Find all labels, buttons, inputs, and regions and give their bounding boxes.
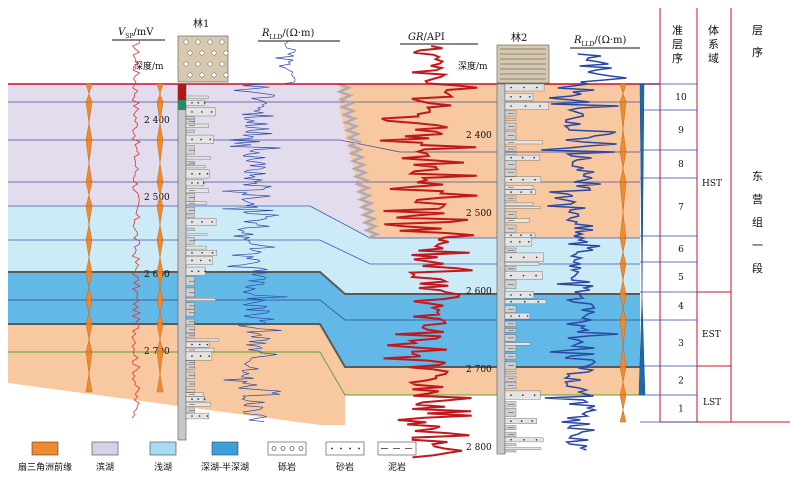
well2-lithology-column — [496, 83, 549, 455]
depth-tick: 2 700 — [466, 365, 492, 375]
cycle-header: 序 — [672, 51, 683, 65]
legend-label: 砂岩 — [336, 461, 354, 473]
table-headers: 准 层 序 体 系 域 层 序 — [672, 23, 763, 65]
tract-header: 系 — [708, 38, 719, 51]
cycle-number: 4 — [678, 302, 684, 312]
legend-item: 砂岩 — [325, 441, 365, 473]
band-fan-delta-lower — [8, 324, 640, 425]
vsp-header: VSP/mV — [118, 27, 154, 40]
legend-item: 扇三角洲前缘 — [18, 441, 72, 473]
depth-tick: 2 400 — [466, 131, 492, 141]
stratigraphy-table — [640, 8, 790, 423]
sequence-char: 段 — [752, 261, 763, 275]
log-curves — [131, 39, 627, 459]
band-deep-lake — [8, 272, 640, 367]
cycle-numbers: 10 9 8 7 6 5 4 3 2 1 — [675, 93, 687, 415]
cycle-number: 8 — [678, 160, 684, 170]
cycle-header: 准 — [672, 24, 683, 37]
legend-label: 深湖-半深湖 — [201, 461, 249, 473]
depth-tick: 2 600 — [144, 270, 170, 280]
cycle-header: 层 — [672, 38, 683, 51]
correlation-line — [8, 299, 640, 321]
resistivity-header-curve-well2 — [577, 53, 627, 85]
sp-curve — [131, 39, 141, 419]
correlation-line — [8, 323, 640, 368]
well2-header-lithology — [496, 44, 550, 84]
cycle-number: 5 — [678, 273, 684, 283]
legend: 扇三角洲前缘 滨湖 浅湖 深湖-半深湖 砾岩 砂岩 泥岩 — [18, 441, 417, 473]
sequence-header: 层 — [752, 24, 763, 37]
legend-label: 泥岩 — [388, 461, 406, 473]
band-shore-lake — [8, 84, 370, 238]
correlation-line — [8, 139, 640, 153]
correlation-line — [8, 351, 640, 396]
well2-name: 林2 — [511, 31, 527, 44]
tract-label: HST — [702, 179, 722, 189]
correlation-line — [8, 271, 640, 295]
rlld-header-2: RLLD/(Ω·m) — [573, 35, 627, 48]
sequence-char: 营 — [752, 192, 763, 206]
legend-item: 深湖-半深湖 — [201, 441, 249, 473]
depth-tick: 2 800 — [466, 443, 492, 453]
tract-label: LST — [703, 398, 721, 408]
sequence-name: 东 营 组 一 段 — [752, 170, 763, 275]
legend-label: 浅湖 — [154, 461, 172, 473]
legend-item: 滨湖 — [91, 441, 119, 473]
depth-label-well1: 深度/m — [134, 60, 164, 72]
sequence-header: 序 — [752, 45, 763, 59]
depth-tick: 2 500 — [466, 209, 492, 219]
cycle-number: 9 — [678, 126, 684, 136]
sequence-char: 一 — [752, 239, 763, 252]
cycle-number: 7 — [678, 203, 684, 213]
legend-label: 滨湖 — [96, 461, 114, 473]
depth-tick: 2 600 — [466, 287, 492, 297]
cycle-triangles — [85, 83, 646, 423]
depth-tick: 2 500 — [144, 193, 170, 203]
rlld-header-1: RLLD/(Ω·m) — [261, 28, 315, 41]
gr-header: GR/API — [408, 32, 445, 43]
cycle-number: 10 — [675, 93, 687, 103]
sequence-char: 组 — [752, 215, 763, 229]
curve-headers: VSP/mV RLLD/(Ω·m) GR/API RLLD/(Ω·m) 林1 林… — [112, 17, 640, 72]
resistivity-curve-well1 — [222, 83, 288, 422]
cycle-number: 3 — [678, 339, 684, 349]
sequence-char: 东 — [752, 170, 763, 183]
resistivity-curve-well2 — [541, 83, 619, 451]
legend-item: 浅湖 — [149, 441, 177, 473]
well1-name: 林1 — [193, 17, 209, 30]
cycle-number: 2 — [678, 377, 684, 387]
depth-label-well2: 深度/m — [458, 60, 488, 72]
legend-item: 泥岩 — [377, 441, 417, 473]
well1-lithology-column — [177, 83, 220, 441]
facies-bands — [8, 84, 640, 425]
cycle-number: 6 — [678, 245, 684, 255]
legend-label: 砾岩 — [278, 461, 296, 473]
well1-header-lithology — [177, 35, 229, 83]
tract-label: EST — [702, 330, 721, 340]
cycle-number: 1 — [678, 405, 684, 415]
gr-curve — [379, 45, 478, 459]
legend-item: 砾岩 — [267, 441, 307, 473]
facies-boundary-zigzag — [336, 82, 381, 240]
tract-header: 域 — [708, 52, 719, 65]
tract-labels: HST EST LST — [702, 179, 722, 408]
resistivity-header-curve-well1 — [275, 39, 296, 85]
tract-header: 体 — [708, 23, 719, 37]
legend-label: 扇三角洲前缘 — [18, 461, 72, 473]
depth-tick: 2 400 — [144, 116, 170, 126]
